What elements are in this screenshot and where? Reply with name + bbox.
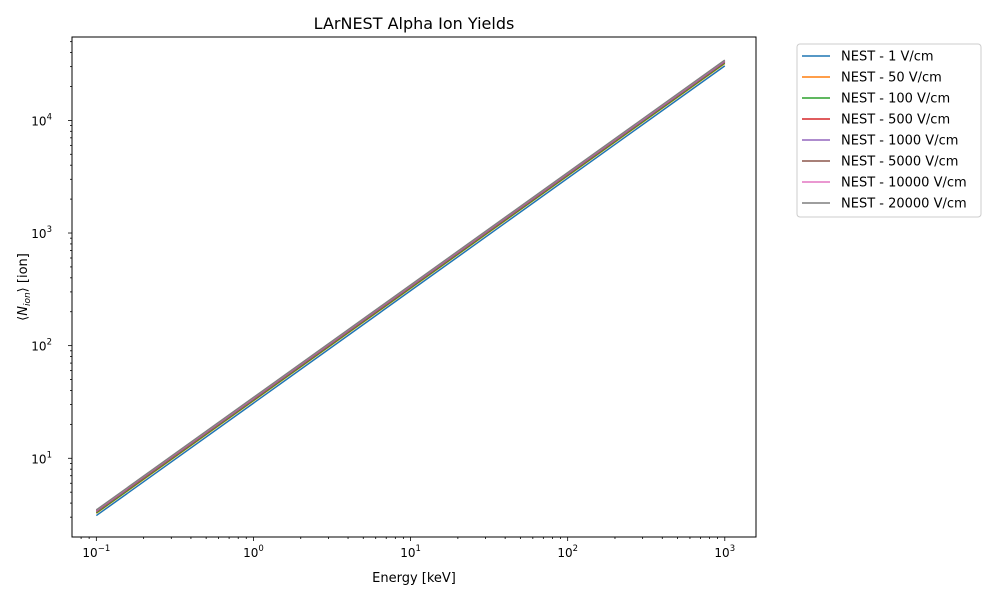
- series-line: [95, 65, 726, 517]
- legend-label: NEST - 20000 V/cm: [841, 197, 967, 212]
- chart-title: LArNEST Alpha Ion Yields: [314, 14, 515, 33]
- y-axis-label: ⟨Nion⟩ [ion]: [16, 253, 33, 321]
- legend-label: NEST - 50 V/cm: [841, 71, 942, 86]
- x-tick-label: 103: [714, 544, 735, 560]
- plot-area-frame: [71, 36, 757, 538]
- series-line: [95, 59, 726, 511]
- legend-label: NEST - 1 V/cm: [841, 50, 934, 65]
- legend-label: NEST - 10000 V/cm: [841, 176, 967, 191]
- x-axis-label: Energy [keV]: [372, 571, 456, 586]
- legend-label: NEST - 100 V/cm: [841, 92, 950, 107]
- legend: NEST - 1 V/cm NEST - 50 V/cm NEST - 100 V/…: [796, 43, 982, 218]
- y-tick-label: 104: [31, 112, 52, 128]
- legend-label: NEST - 500 V/cm: [841, 113, 950, 128]
- x-tick-label: 100: [243, 544, 264, 560]
- legend-box: [796, 43, 982, 218]
- y-tick-label: 103: [31, 225, 52, 241]
- y-tick-label: 102: [31, 338, 52, 354]
- legend-label: NEST - 5000 V/cm: [841, 155, 958, 170]
- x-tick-label: 10−1: [82, 544, 110, 560]
- y-axis-ticks: 101 102 103 104: [31, 41, 72, 518]
- x-axis-ticks: 10−1 100 101 102 103: [80, 537, 735, 560]
- series-line: [95, 62, 726, 514]
- y-tick-label: 101: [31, 450, 52, 466]
- x-tick-label: 102: [557, 544, 578, 560]
- legend-label: NEST - 1000 V/cm: [841, 134, 958, 149]
- plot-lines: [95, 59, 726, 517]
- x-tick-label: 101: [400, 544, 421, 560]
